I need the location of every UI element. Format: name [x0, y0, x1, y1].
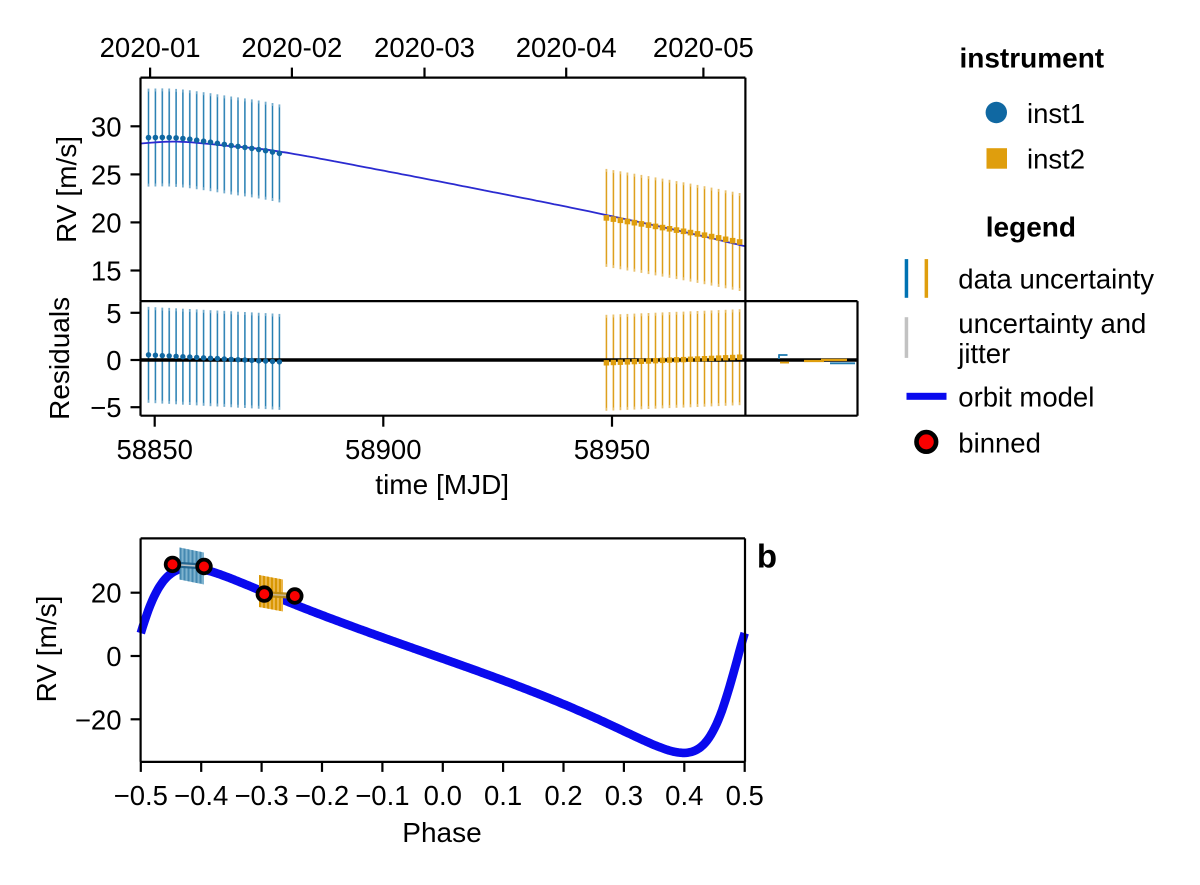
svg-text:data uncertainty: data uncertainty — [958, 264, 1154, 295]
svg-text:0.1: 0.1 — [484, 780, 522, 811]
svg-text:−0.4: −0.4 — [174, 780, 228, 811]
svg-text:Residuals: Residuals — [44, 297, 75, 420]
svg-text:Phase: Phase — [402, 817, 481, 848]
svg-text:inst2: inst2 — [1027, 143, 1085, 174]
svg-text:2020-01: 2020-01 — [100, 32, 201, 63]
svg-text:2020-02: 2020-02 — [241, 32, 342, 63]
svg-text:−0.5: −0.5 — [114, 780, 168, 811]
svg-text:58900: 58900 — [345, 434, 421, 465]
svg-text:RV [m/s]: RV [m/s] — [51, 136, 82, 243]
svg-text:b: b — [757, 538, 777, 575]
svg-text:15: 15 — [91, 256, 122, 287]
svg-text:20: 20 — [91, 207, 122, 238]
svg-text:instrument: instrument — [959, 43, 1104, 74]
svg-text:time [MJD]: time [MJD] — [375, 469, 509, 500]
svg-text:orbit model: orbit model — [958, 381, 1094, 412]
svg-text:−0.3: −0.3 — [234, 780, 288, 811]
svg-text:−0.2: −0.2 — [295, 780, 349, 811]
svg-text:binned: binned — [958, 427, 1041, 458]
svg-text:0: 0 — [106, 345, 121, 376]
svg-text:20: 20 — [91, 578, 122, 609]
svg-text:30: 30 — [91, 111, 122, 142]
svg-text:2020-03: 2020-03 — [374, 32, 475, 63]
svg-text:−0.1: −0.1 — [355, 780, 409, 811]
svg-text:2020-05: 2020-05 — [653, 32, 754, 63]
svg-text:0.4: 0.4 — [665, 780, 703, 811]
svg-text:uncertainty and: uncertainty and — [958, 308, 1146, 339]
svg-text:0: 0 — [106, 641, 121, 672]
svg-text:5: 5 — [106, 298, 121, 329]
svg-text:inst1: inst1 — [1027, 98, 1085, 129]
svg-text:0.2: 0.2 — [544, 780, 582, 811]
svg-text:RV [m/s]: RV [m/s] — [31, 596, 62, 703]
svg-text:25: 25 — [91, 159, 122, 190]
svg-text:0.5: 0.5 — [726, 780, 764, 811]
svg-text:0.0: 0.0 — [424, 780, 462, 811]
svg-text:legend: legend — [986, 212, 1076, 243]
svg-text:−20: −20 — [75, 704, 122, 735]
svg-text:jitter: jitter — [957, 338, 1010, 369]
svg-text:2020-04: 2020-04 — [516, 32, 617, 63]
svg-text:0.3: 0.3 — [605, 780, 643, 811]
svg-text:58850: 58850 — [116, 434, 192, 465]
svg-text:−5: −5 — [90, 392, 121, 423]
svg-text:58950: 58950 — [574, 434, 650, 465]
